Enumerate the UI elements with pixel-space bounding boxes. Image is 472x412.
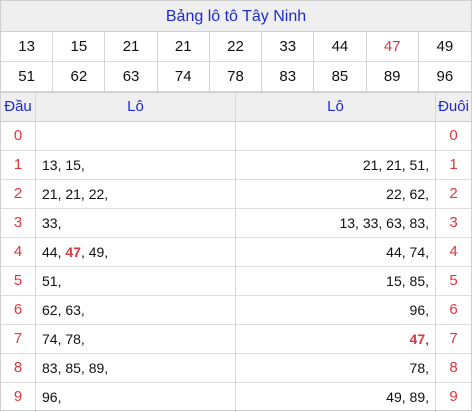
number-cell: 78 [209,62,263,92]
row-head-digit: 1 [1,151,36,179]
row-tail-digit: 6 [449,301,458,318]
row-lo-right: 22, 62, [236,180,436,208]
number-cell: 89 [366,62,419,92]
table-row: 1 13, 15, 21, 21, 51, 1 [1,151,471,180]
table-row: 4 44, 47, 49, 44, 74, 4 [1,238,471,267]
row-tail-digit: 1 [449,156,458,173]
number-cell: 21 [105,32,158,62]
row-tail-digit: 2 [449,185,458,202]
row-head-digit: 3 [1,209,36,237]
number-cell: 47 [366,32,419,62]
row-lo-left: 83, 85, 89, [36,354,236,382]
table-row: 9 96, 49, 89, 9 [1,383,471,412]
number-cell: 63 [105,62,158,92]
number-cell: 22 [209,32,263,62]
number-cell: 85 [314,62,367,92]
header-dau: Đầu [1,93,36,121]
header-duoi: Đuôi [438,98,469,115]
row-lo-left: 74, 78, [36,325,236,353]
row-head-digit: 8 [1,354,36,382]
row-head-digit: 9 [1,383,36,412]
number-grid: 13 15 21 21 22 33 44 47 49 51 62 63 74 78 83 85 89 96 [1,32,471,92]
number-cell: 15 [53,32,106,62]
row-lo-left: 33, [36,209,236,237]
row-head-digit: 5 [1,267,36,295]
table-row: 6 62, 63, 96, 6 [1,296,471,325]
header-lo-left: Lô [36,93,236,121]
table-title: Bảng lô tô Tây Ninh [1,1,471,32]
number-cell: 74 [157,62,210,92]
highlighted-number: 47 [65,244,81,260]
number-cell: 49 [418,32,471,62]
row-head-digit: 4 [1,238,36,266]
table-row: 5 51, 15, 85, 5 [1,267,471,296]
table-row: 7 74, 78, 47, 7 [1,325,471,354]
row-head-digit: 2 [1,180,36,208]
number-cell: 51 [1,62,54,92]
row-lo-left: 44, 47, 49, [36,238,236,266]
row-lo-left: 51, [36,267,236,295]
row-head-digit: 0 [1,122,36,150]
row-lo-right: 44, 74, [236,238,436,266]
number-cell: 44 [314,32,367,62]
row-lo-right: 78, [236,354,436,382]
row-lo-right: 15, 85, [236,267,436,295]
number-cell: 33 [262,32,315,62]
row-lo-left: 13, 15, [36,151,236,179]
row-lo-left: 62, 63, [36,296,236,324]
row-lo-left: 21, 21, 22, [36,180,236,208]
header-lo-right: Lô [236,93,436,121]
row-lo-right [236,122,436,150]
number-cell: 96 [418,62,471,92]
row-lo-right: 47, [236,325,436,353]
row-tail-digit: 9 [449,388,458,405]
number-cell: 13 [1,32,54,62]
row-lo-right: 49, 89, [236,383,436,412]
table-row: 3 33, 13, 33, 63, 83, 3 [1,209,471,238]
row-head-digit: 6 [1,296,36,324]
row-head-digit: 7 [1,325,36,353]
row-tail-digit: 4 [449,243,458,260]
row-tail-digit: 3 [449,214,458,231]
row-tail-digit: 0 [449,127,458,144]
table-row: 2 21, 21, 22, 22, 62, 2 [1,180,471,209]
number-cell: 62 [53,62,106,92]
number-cell: 21 [157,32,210,62]
table-row: 8 83, 85, 89, 78, 8 [1,354,471,383]
row-tail-digit: 8 [449,359,458,376]
row-lo-right: 21, 21, 51, [236,151,436,179]
row-lo-right: 96, [236,296,436,324]
row-tail-digit: 7 [449,330,458,347]
table-body: 0 0 1 13, 15, 21, 21, 51, 1 2 21, 21, 22, 22, 62… [1,122,471,412]
row-lo-left: 96, [36,383,236,412]
row-lo-left [36,122,236,150]
row-tail-digit: 5 [449,272,458,289]
number-cell: 83 [262,62,315,92]
row-lo-right: 13, 33, 63, 83, [236,209,436,237]
highlighted-number: 47 [409,331,426,347]
table-header: Đầu Lô Lô Đuôi [1,92,471,122]
